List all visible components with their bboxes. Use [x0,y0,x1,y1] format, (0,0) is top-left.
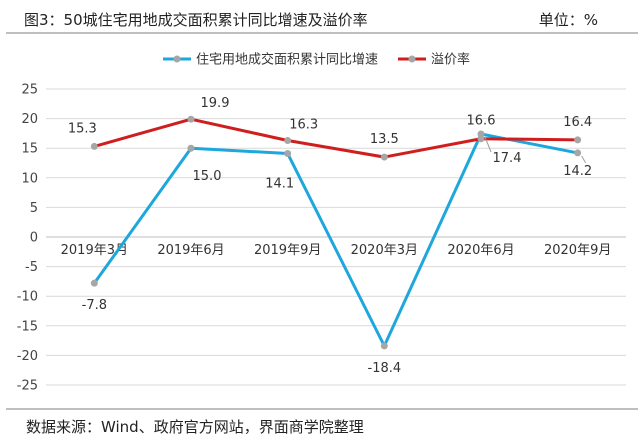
data-point-growth [380,342,388,350]
y-tick-label: -20 [17,349,38,364]
data-point-premium [284,137,292,145]
source-note: 数据来源：Wind、政府官方网站，界面商学院整理 [26,418,364,436]
unit-label: 单位：% [538,11,598,29]
data-point-growth [187,144,195,152]
leader-line [581,155,587,164]
x-tick-label: 2019年6月 [157,243,224,258]
data-point-premium [380,153,388,161]
series-line-premium [93,117,578,159]
y-tick-label: 15 [21,142,38,157]
data-label-growth: 17.4 [493,151,522,166]
footer: 数据来源：Wind、政府官方网站，界面商学院整理 [6,408,638,442]
data-point-growth [574,149,582,157]
y-tick-label: 10 [21,171,38,186]
legend-premium-label: 溢价率 [431,52,470,68]
data-point-growth [90,279,98,287]
data-point-premium [90,142,98,150]
legend-growth-marker [173,55,181,63]
data-label-growth: 14.2 [563,164,592,179]
data-label-growth: 15.0 [193,169,222,184]
y-tick-label: -15 [17,319,38,334]
series-line-growth [93,132,578,348]
title-bar: 图3：50城住宅用地成交面积累计同比增速及溢价率 单位：% [6,6,638,34]
y-tick-label: 25 [21,83,38,98]
y-tick-label: -25 [17,379,38,394]
legend-growth-label: 住宅用地成交面积累计同比增速 [196,52,378,68]
data-label-premium: 16.6 [467,114,496,129]
data-point-premium [574,136,582,144]
data-label-premium: 16.4 [563,115,592,130]
y-tick-label: -5 [25,260,38,275]
data-label-premium: 19.9 [201,96,230,111]
data-label-growth: -18.4 [368,361,402,376]
legend-premium-marker [408,55,416,63]
data-label-premium: 15.3 [68,121,97,136]
data-label-growth: -7.8 [82,298,107,313]
y-tick-label: 0 [30,231,38,246]
y-tick-label: 20 [21,112,38,127]
x-tick-label: 2019年3月 [61,243,128,258]
x-tick-label: 2020年9月 [544,243,611,258]
data-point-premium [477,135,485,143]
data-label-premium: 16.3 [289,118,318,133]
data-point-growth [284,150,292,158]
chart-title: 图3：50城住宅用地成交面积累计同比增速及溢价率 [24,11,368,29]
x-tick-label: 2020年6月 [447,243,514,258]
y-tick-label: 5 [30,201,38,216]
x-tick-label: 2020年3月 [351,243,418,258]
data-label-premium: 13.5 [370,132,399,147]
data-point-premium [187,115,195,123]
data-label-growth: 14.1 [265,177,294,192]
leader-line [484,136,492,153]
y-tick-label: -10 [17,290,38,305]
x-tick-label: 2019年9月 [254,243,321,258]
